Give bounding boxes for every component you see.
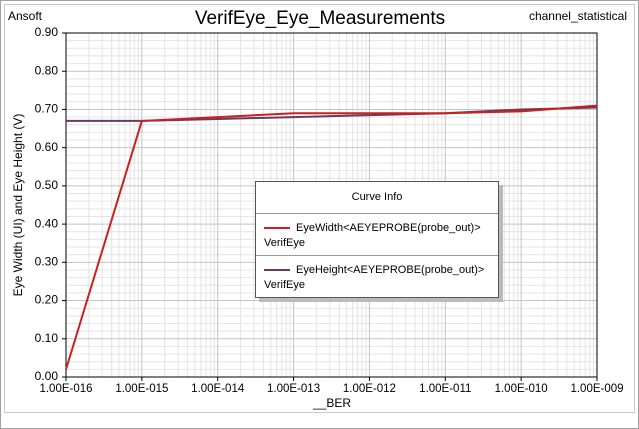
x-axis-label: __BER [312, 396, 351, 410]
legend-title: Curve Info [352, 191, 403, 203]
x-tick-label: 1.00E-011 [419, 383, 471, 395]
x-tick-label: 1.00E-015 [115, 383, 168, 395]
inner-frame [4, 4, 635, 413]
x-tick-label: 1.00E-014 [191, 383, 245, 395]
y-tick-label: 0.50 [35, 178, 59, 192]
plot [65, 104, 598, 370]
y-tick-label: 0.60 [35, 140, 59, 154]
y-tick-label: 0.80 [35, 63, 59, 77]
y-tick-label: 0.30 [35, 255, 59, 269]
x-tick-label: 1.00E-010 [495, 383, 548, 395]
x-tick-label: 1.00E-012 [343, 383, 396, 395]
legend-solution: VerifEye [264, 237, 305, 249]
y-tick-label: 0.20 [35, 293, 59, 307]
y-tick-label: 0.90 [35, 25, 59, 39]
y-tick-label: 0.00 [35, 369, 59, 383]
corner-right: channel_statistical [529, 9, 627, 23]
y-axis-label: Eye Width (UI) and Eye Height (V) [11, 114, 25, 297]
legend: Curve Info EyeWidth<AEYEPROBE(probe_out)… [255, 181, 503, 302]
chart-title: VerifEye_Eye_Measurements [195, 8, 445, 29]
x-tick-label: 1.00E-013 [267, 383, 320, 395]
y-tick-label: 0.70 [35, 102, 59, 116]
legend-label: EyeHeight<AEYEPROBE(probe_out)> [296, 264, 484, 276]
legend-solution: VerifEye [264, 279, 305, 291]
series-line [65, 104, 598, 370]
x-tick-label: 1.00E-009 [570, 383, 623, 395]
corner-left: Ansoft [8, 9, 43, 23]
y-tick-label: 0.10 [35, 331, 59, 345]
plot-border [65, 32, 598, 378]
legend-label: EyeWidth<AEYEPROBE(probe_out)> [296, 222, 481, 234]
x-tick-label: 1.00E-016 [39, 383, 92, 395]
y-tick-label: 0.40 [35, 216, 59, 230]
legend-box [255, 181, 499, 298]
